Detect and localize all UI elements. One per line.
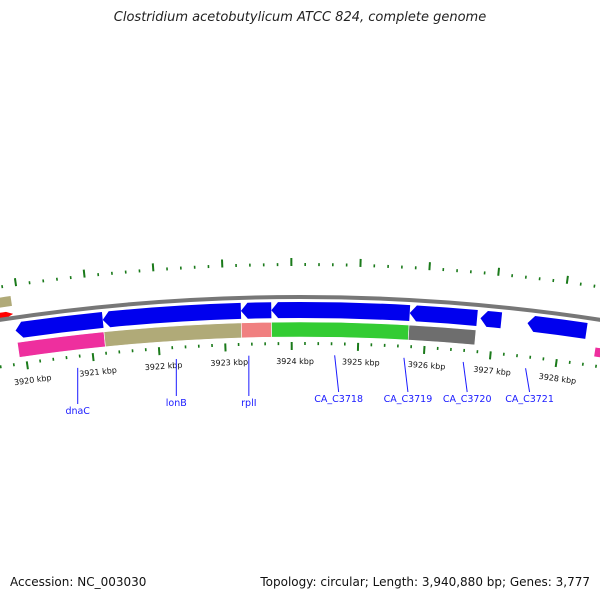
position-label: 3922 kbp xyxy=(144,361,182,373)
outer-tick-ring xyxy=(1,258,596,289)
feature-bar xyxy=(240,321,272,339)
gene-label: CA_C3718 xyxy=(314,394,363,405)
feature-bar xyxy=(407,324,477,346)
outer-tick-mark xyxy=(13,278,18,287)
position-labels: 3920 kbp 3921 kbp 3922 kbp 3923 kbp 3924 kbp… xyxy=(13,357,576,387)
position-label: 3924 kbp xyxy=(276,357,314,366)
outer-feature-arrow xyxy=(0,311,14,319)
gene-track xyxy=(15,301,588,339)
gene-arrow xyxy=(102,302,242,328)
gene-arrow xyxy=(240,302,272,319)
feature-bar xyxy=(271,321,410,341)
gene-label: lonB xyxy=(166,398,187,409)
outer-tick-mark xyxy=(428,262,431,271)
inner-tick-mark xyxy=(25,361,29,370)
map-title: Clostridium acetobutylicum ATCC 824, com… xyxy=(113,10,487,25)
position-label: 3926 kbp xyxy=(407,360,445,371)
outer-tick-mark xyxy=(565,275,569,284)
outer-feature-bar xyxy=(0,296,12,308)
outer-feature-track xyxy=(0,296,14,319)
outer-tick-mark xyxy=(151,263,155,272)
inner-tick-mark xyxy=(423,345,426,355)
feature-bar xyxy=(103,322,243,348)
inner-tick-mark xyxy=(91,353,95,362)
gene-arrow xyxy=(480,310,503,329)
position-label: 3923 kbp xyxy=(210,358,248,368)
inner-tick-mark xyxy=(488,351,492,360)
position-label: 3921 kbp xyxy=(79,366,117,379)
genome-summary-text: Topology: circular; Length: 3,940,880 bp… xyxy=(260,575,590,589)
gene-label: CA_C3719 xyxy=(384,394,433,405)
genome-backbone xyxy=(0,295,600,322)
gene-arrow xyxy=(15,311,104,338)
gene-arrow xyxy=(271,301,411,322)
inner-tick-mark xyxy=(157,347,161,356)
inner-tick-mark xyxy=(554,358,558,368)
gene-arrow xyxy=(409,305,478,326)
outer-tick-mark xyxy=(82,269,86,278)
accession-text: Accession: NC_003030 xyxy=(10,575,147,589)
gene-label: dnaC xyxy=(65,406,90,417)
gene-leader-line xyxy=(462,361,468,393)
gene-label: CA_C3720 xyxy=(443,394,492,405)
gene-leader-line xyxy=(334,355,340,393)
inner-tick-ring xyxy=(0,342,598,370)
position-label: 3928 kbp xyxy=(538,372,577,386)
gene-leader-line xyxy=(403,357,409,393)
gene-label: rplI xyxy=(241,398,256,409)
position-label: 3927 kbp xyxy=(473,365,511,378)
gene-label: CA_C3721 xyxy=(505,394,554,405)
position-label: 3925 kbp xyxy=(342,357,380,367)
feature-track xyxy=(16,321,600,358)
gene-leader-line xyxy=(525,368,531,393)
outer-tick-mark xyxy=(497,267,501,276)
gene-label-layer: dnaC lonB rplI CA_C3718 CA_C3719 CA_C3720 CA_C… xyxy=(65,355,554,417)
feature-bar xyxy=(594,347,600,358)
gene-arrow xyxy=(527,316,588,339)
position-label: 3920 kbp xyxy=(13,373,52,387)
